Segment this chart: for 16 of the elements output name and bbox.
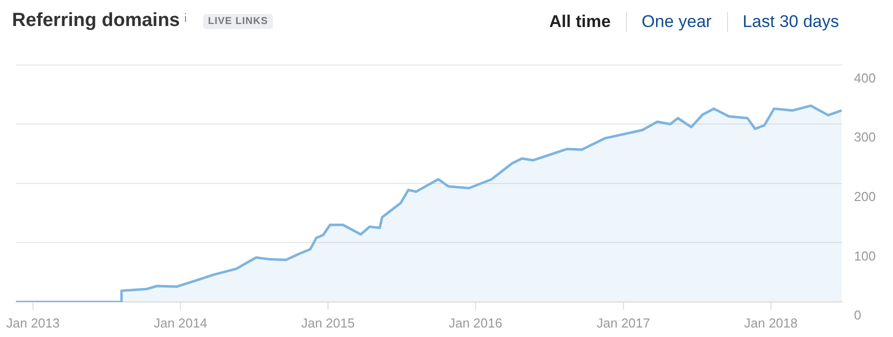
x-tick-label: Jan 2013 [6, 315, 60, 330]
text: One year [626, 12, 727, 32]
x-tick-label: Jan 2014 [154, 315, 208, 330]
y-tick-label: 300 [854, 130, 876, 145]
y-tick-label: 400 [854, 70, 876, 86]
chart-title: Referring domains [12, 10, 181, 32]
x-tick-label: Jan 2017 [596, 315, 650, 330]
x-tick-label: Jan 2018 [744, 315, 798, 330]
text: Last 30 days [726, 12, 854, 32]
y-tick-label: 200 [854, 188, 876, 204]
text: All time [548, 12, 612, 32]
y-tick-label: 100 [854, 248, 876, 264]
x-tick-label: Jan 2015 [301, 315, 355, 330]
y-tick-label: 0 [854, 308, 862, 323]
x-tick-label: Jan 2016 [448, 315, 502, 330]
text: LIVE LINKS [203, 14, 274, 29]
